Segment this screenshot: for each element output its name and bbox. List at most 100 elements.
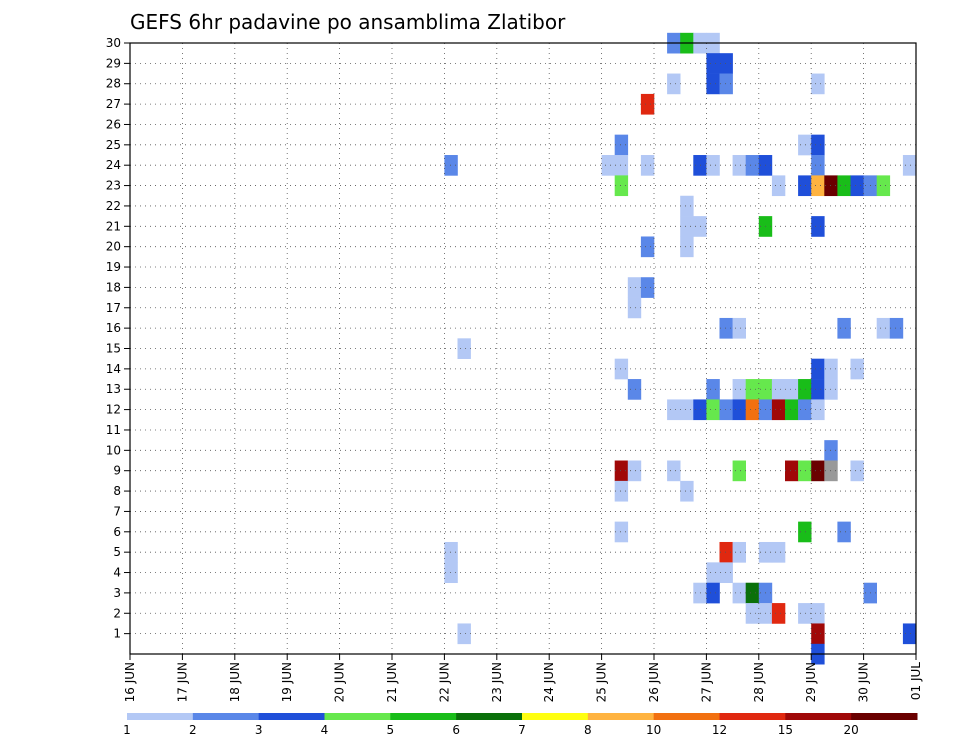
y-tick-label: 6 [113, 525, 121, 539]
heatmap-cell [798, 521, 812, 543]
heatmap-cell [680, 236, 694, 258]
x-tick-label: 22 JUN [437, 662, 451, 702]
color-legend: 1 2 3 4 5 6 7 8 10 12 15 20 [123, 713, 918, 737]
x-tick-label: 19 JUN [280, 662, 294, 702]
y-tick-label: 11 [106, 423, 121, 437]
heatmap-cell [850, 460, 864, 482]
x-axis: 16 JUN 17 JUN 18 JUN 19 JUN 20 JUN 21 JUN 22 J… [123, 654, 923, 702]
heatmap-cell [745, 379, 760, 400]
heatmap-cell [614, 134, 629, 156]
heatmap-cell [706, 53, 720, 74]
x-tick-label: 18 JUN [228, 662, 242, 702]
y-tick-label: 20 [106, 240, 121, 254]
heatmap-cell [811, 460, 825, 482]
heatmap-cell [850, 175, 864, 197]
x-tick-label: 23 JUN [490, 662, 504, 702]
y-tick-label: 15 [106, 342, 121, 356]
heatmap-cell [811, 399, 825, 421]
heatmap-cell [811, 603, 825, 624]
heatmap-cell [732, 582, 746, 604]
y-tick-label: 12 [106, 403, 121, 417]
legend-swatch [522, 713, 589, 720]
legend-label: 2 [189, 723, 197, 737]
chart-title: GEFS 6hr padavine po ansamblima Zlatibor [130, 10, 566, 34]
y-tick-label: 5 [113, 545, 121, 559]
heatmap-cell [719, 562, 733, 584]
x-tick-label: 27 JUN [699, 662, 713, 702]
heatmap-cell [667, 399, 681, 421]
y-tick-label: 9 [113, 464, 121, 478]
y-tick-label: 3 [113, 586, 121, 600]
x-tick-label: 01 JUL [909, 662, 923, 700]
heatmap-cell [811, 623, 825, 645]
y-tick-label: 29 [106, 56, 121, 70]
y-tick-label: 30 [106, 36, 121, 50]
heatmap-cell [614, 175, 629, 197]
y-tick-label: 21 [106, 219, 121, 233]
heatmap-cell [811, 73, 825, 95]
heatmap-cell [457, 338, 471, 359]
legend-label: 8 [584, 723, 592, 737]
heatmap-cell [614, 460, 629, 482]
heatmap-cell [876, 175, 891, 197]
heatmap-cell [771, 175, 786, 197]
heatmap-cell [640, 155, 655, 176]
heatmap-cell [680, 195, 694, 217]
y-tick-label: 10 [106, 443, 121, 457]
heatmap-cell [614, 480, 629, 502]
heatmap-cell [680, 399, 694, 421]
heatmap-cell [798, 379, 812, 400]
heatmap-cell [627, 379, 642, 400]
heatmap-cell [771, 541, 786, 563]
legend-swatch [851, 713, 918, 720]
heatmap-cell [798, 460, 812, 482]
grid-lines [130, 42, 917, 654]
x-tick-label: 30 JUN [857, 662, 871, 702]
y-tick-label: 25 [106, 138, 121, 152]
heatmap-cell [771, 399, 786, 421]
y-tick-label: 1 [113, 627, 121, 641]
y-tick-label: 26 [106, 117, 121, 131]
heatmap-cell [667, 460, 681, 482]
legend-swatch [324, 713, 391, 720]
y-tick-label: 28 [106, 77, 121, 91]
legend-label: 1 [123, 723, 131, 737]
y-tick-label: 8 [113, 484, 121, 498]
heatmap-cell [706, 562, 720, 584]
legend-label: 20 [844, 723, 859, 737]
heatmap-cell [850, 358, 864, 380]
legend-swatch [127, 713, 194, 720]
heatmap-cell [719, 73, 733, 95]
x-tick-label: 24 JUN [542, 662, 556, 702]
x-tick-label: 16 JUN [123, 662, 137, 702]
y-tick-label: 2 [113, 606, 121, 620]
heatmap-cell [719, 53, 733, 74]
heatmap-cell [719, 399, 733, 421]
heatmap-cell [444, 541, 458, 563]
legend-label: 7 [518, 723, 526, 737]
legend-swatch [785, 713, 852, 720]
heatmap-cell [732, 541, 746, 563]
heatmap-cell [627, 277, 642, 298]
heatmap-cell [798, 134, 812, 156]
legend-swatch [258, 713, 325, 720]
legend-label: 4 [321, 723, 329, 737]
heatmap-cell [902, 155, 917, 176]
heatmap-cell [627, 297, 642, 319]
y-tick-label: 23 [106, 179, 121, 193]
heatmap-cell [837, 317, 851, 339]
heatmap-cell [732, 317, 746, 339]
heatmap-cell [837, 521, 851, 543]
legend-swatch [192, 713, 260, 720]
heatmap-cell [627, 460, 642, 482]
legend-swatch [653, 713, 720, 720]
heatmap-cell [444, 155, 458, 176]
heatmap-cell [706, 379, 720, 400]
legend-swatch [456, 713, 523, 720]
heatmap-cell [811, 155, 825, 176]
y-tick-label: 22 [106, 199, 121, 213]
x-tick-label: 26 JUN [647, 662, 661, 702]
y-tick-label: 7 [113, 504, 121, 518]
legend-label: 15 [778, 723, 793, 737]
